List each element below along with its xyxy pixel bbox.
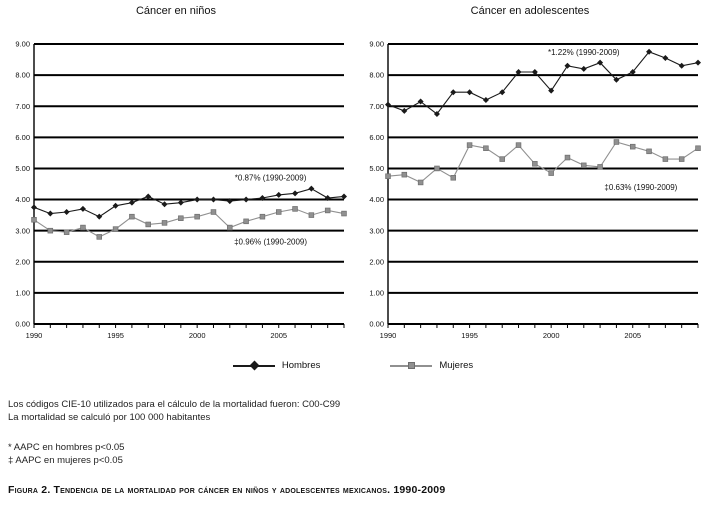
svg-text:1995: 1995 [461, 331, 478, 340]
svg-text:2000: 2000 [543, 331, 560, 340]
trend-annotation: ‡0.96% (1990-2009) [234, 238, 307, 247]
svg-text:1.00: 1.00 [15, 288, 30, 297]
mujeres-line-swatch [390, 361, 433, 369]
diamond-marker-icon [249, 360, 260, 370]
svg-text:6.00: 6.00 [369, 133, 384, 142]
svg-text:8.00: 8.00 [369, 71, 384, 80]
svg-text:1995: 1995 [107, 331, 124, 340]
trend-annotation: *1.22% (1990-2009) [548, 48, 620, 57]
svg-text:7.00: 7.00 [369, 102, 384, 111]
svg-text:1990: 1990 [26, 331, 43, 340]
trend-annotation: *0.87% (1990-2009) [235, 173, 307, 182]
legend-label-mujeres: Mujeres [439, 360, 474, 371]
footnotes: Los códigos CIE-10 utilizados para el cá… [8, 398, 340, 467]
svg-text:9.00: 9.00 [369, 40, 384, 49]
svg-text:0.00: 0.00 [369, 320, 384, 329]
svg-text:2000: 2000 [189, 331, 206, 340]
adolescentes-chart-title: Cáncer en adolescentes [470, 5, 590, 17]
svg-text:2005: 2005 [270, 331, 287, 340]
adolescentes-chart-panel: Cáncer en adolescentes 0.00 1.00 2.00 3.00 4… [356, 0, 704, 347]
ninos-chart-title: Cáncer en niños [135, 5, 217, 17]
square-marker-icon [408, 361, 416, 369]
footnote-aapc-hombres: * AAPC en hombres p<0.05 [8, 442, 125, 453]
legend-label-hombres: Hombres [281, 360, 321, 371]
ninos-chart-panel: Cáncer en niños 0.00 1.00 2.00 3.00 4.00 5.00… [2, 0, 350, 347]
legend-item-hombres: Hombres [232, 360, 321, 371]
svg-text:7.00: 7.00 [15, 102, 30, 111]
adolescentes-chart: 0.00 1.00 2.00 3.00 4.00 5.00 6.00 7.00 8.00 9.00… [369, 40, 701, 340]
ninos-chart: 0.00 1.00 2.00 3.00 4.00 5.00 6.00 7.00 8.00 9.00… [15, 40, 347, 340]
svg-text:9.00: 9.00 [15, 40, 30, 49]
svg-text:3.00: 3.00 [369, 226, 384, 235]
footnote-rate: La mortalidad se calculó por 100 000 hab… [8, 412, 211, 423]
figure-caption: Figura 2. Tendencia de la mortalidad por… [8, 484, 446, 496]
svg-text:2005: 2005 [624, 331, 641, 340]
hombres-line-swatch [232, 360, 275, 370]
svg-text:5.00: 5.00 [15, 164, 30, 173]
chart-legend: Hombres Mujeres [0, 360, 706, 371]
svg-text:8.00: 8.00 [15, 71, 30, 80]
svg-text:3.00: 3.00 [15, 226, 30, 235]
svg-text:1990: 1990 [380, 331, 397, 340]
svg-text:4.00: 4.00 [15, 195, 30, 204]
footnote-aapc-mujeres: ‡ AAPC en mujeres p<0.05 [8, 455, 123, 466]
svg-text:0.00: 0.00 [15, 320, 30, 329]
svg-text:6.00: 6.00 [15, 133, 30, 142]
legend-item-mujeres: Mujeres [390, 360, 473, 371]
svg-text:5.00: 5.00 [369, 164, 384, 173]
svg-text:1.00: 1.00 [369, 288, 384, 297]
footnote-codes: Los códigos CIE-10 utilizados para el cá… [8, 399, 341, 410]
svg-text:2.00: 2.00 [15, 257, 30, 266]
svg-text:2.00: 2.00 [369, 257, 384, 266]
svg-text:4.00: 4.00 [369, 195, 384, 204]
trend-annotation: ‡0.63% (1990-2009) [604, 183, 677, 192]
